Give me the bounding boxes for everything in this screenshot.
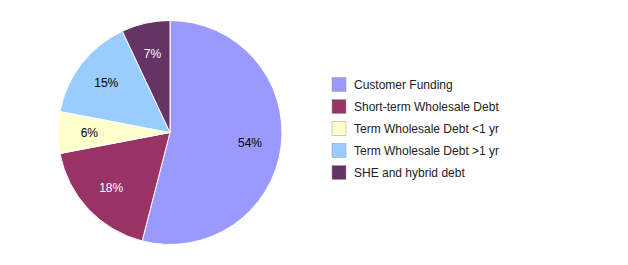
legend-item: SHE and hybrid debt	[332, 166, 465, 180]
legend-label: Customer Funding	[354, 78, 453, 92]
legend-swatch	[332, 100, 346, 114]
legend-swatch	[332, 144, 346, 158]
legend-swatch	[332, 122, 346, 136]
data-labels: 54% 18% 6% 15% 7%	[81, 47, 263, 195]
legend-item: Term Wholesale Debt <1 yr	[332, 122, 499, 136]
legend-item: Short-term Wholesale Debt	[332, 100, 499, 114]
data-label: 18%	[99, 181, 123, 195]
data-label: 54%	[238, 136, 262, 150]
legend-label: SHE and hybrid debt	[354, 166, 465, 180]
legend-label: Term Wholesale Debt <1 yr	[354, 122, 499, 136]
data-label: 7%	[144, 47, 162, 61]
legend-item: Customer Funding	[332, 78, 453, 92]
legend-item: Term Wholesale Debt >1 yr	[332, 144, 499, 158]
legend: Customer Funding Short-term Wholesale Deb…	[332, 78, 499, 180]
legend-label: Short-term Wholesale Debt	[354, 100, 499, 114]
legend-label: Term Wholesale Debt >1 yr	[354, 144, 499, 158]
legend-swatch	[332, 78, 346, 92]
pie	[58, 21, 282, 245]
legend-swatch	[332, 166, 346, 180]
chart: 54% 18% 6% 15% 7% Customer Funding Short-term …	[0, 0, 628, 265]
pie-slice	[122, 21, 170, 133]
data-label: 15%	[94, 76, 118, 90]
data-label: 6%	[81, 126, 99, 140]
